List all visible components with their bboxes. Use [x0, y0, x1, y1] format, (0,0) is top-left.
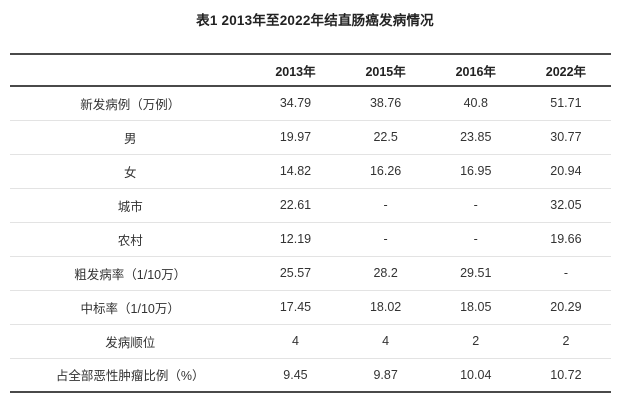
- value-cell: 2: [520, 323, 611, 358]
- table-row: 城市 22.61- -32.05: [10, 187, 611, 222]
- row-label: 城市: [10, 187, 251, 222]
- value-cell: 29.51: [430, 255, 521, 290]
- row-label: 男: [10, 119, 251, 154]
- value-cell: 4: [340, 323, 431, 358]
- value-cell: 9.87: [340, 357, 431, 392]
- row-label: 粗发病率（1/10万）: [10, 255, 251, 290]
- table-row: 男 19.97 22.5 23.85 30.77: [10, 119, 611, 154]
- value-cell: -: [430, 221, 521, 256]
- table-row: 中标率（1/10万） 17.45 18.02 18.05 20.29: [10, 289, 611, 324]
- table-row: 农村 12.19- -19.66: [10, 221, 611, 256]
- value-cell: 9.45: [250, 357, 341, 392]
- value-cell: 20.94: [520, 153, 611, 188]
- value-cell: 34.79: [279, 96, 312, 111]
- value-cell: 19.66: [520, 221, 611, 256]
- row-label: 新发病例（万例）: [80, 97, 181, 112]
- value-cell: 4: [250, 323, 341, 358]
- year-column-header: 2022年: [520, 54, 611, 87]
- value-cell: 20.29: [520, 289, 611, 324]
- table-row: 女 14.82 16.26 16.95 20.94: [10, 153, 611, 188]
- value-cell: 38.76: [369, 96, 402, 111]
- value-cell: -: [520, 255, 611, 290]
- row-label: 占全部恶性肿瘤比例（%）: [10, 357, 251, 392]
- value-cell: 19.97: [250, 119, 341, 154]
- value-cell: 16.95: [430, 153, 521, 188]
- value-cell: 17.45: [250, 289, 341, 324]
- year-column-header: 2015年: [340, 54, 431, 87]
- incidence-table: 2013年 2015年 2016年 2022年 新发病例（万例） 34.79 38.76 4…: [10, 53, 611, 393]
- value-cell: 28.2: [340, 255, 431, 290]
- value-cell: 18.05: [430, 289, 521, 324]
- value-cell: 22.5: [340, 119, 431, 154]
- year-column-header: 2016年: [430, 54, 521, 87]
- value-cell: 32.05: [520, 187, 611, 222]
- value-cell: 18.02: [340, 289, 431, 324]
- value-cell: -: [430, 187, 521, 222]
- value-cell: 10.72: [520, 357, 611, 392]
- row-label: 女: [10, 153, 251, 188]
- table-row: 粗发病率（1/10万） 25.57 28.2 29.51-: [10, 255, 611, 290]
- table-title: 表1 2013年至2022年结直肠癌发病情况: [196, 13, 434, 28]
- row-label: 农村: [10, 221, 251, 256]
- value-cell: 40.8: [463, 96, 488, 111]
- value-cell: 14.82: [250, 153, 341, 188]
- value-cell: 25.57: [250, 255, 341, 290]
- row-label: 发病顺位: [10, 323, 251, 358]
- value-cell: 30.77: [520, 119, 611, 154]
- header-row: 2013年 2015年 2016年 2022年: [10, 54, 611, 87]
- value-cell: 23.85: [430, 119, 521, 154]
- value-cell: -: [340, 221, 431, 256]
- table-header: 2013年 2015年 2016年 2022年: [10, 54, 611, 87]
- row-label-column-header: [10, 54, 251, 87]
- value-cell: 22.61: [250, 187, 341, 222]
- table-row: 新发病例（万例） 34.79 38.76 40.8 51.71: [10, 86, 611, 120]
- table-body: 新发病例（万例） 34.79 38.76 40.8 51.71 男 19.97 22.5 23.…: [10, 86, 611, 392]
- value-cell: 12.19: [250, 221, 341, 256]
- year-column-header: 2013年: [250, 54, 341, 87]
- table-row: 发病顺位 4 4 2 2: [10, 323, 611, 358]
- value-cell: -: [340, 187, 431, 222]
- table-row: 占全部恶性肿瘤比例（%） 9.45 9.87 10.04 10.72: [10, 357, 611, 392]
- value-cell: 16.26: [340, 153, 431, 188]
- value-cell: 10.04: [430, 357, 521, 392]
- row-label: 中标率（1/10万）: [10, 289, 251, 324]
- value-cell: 2: [430, 323, 521, 358]
- value-cell: 51.71: [550, 96, 582, 111]
